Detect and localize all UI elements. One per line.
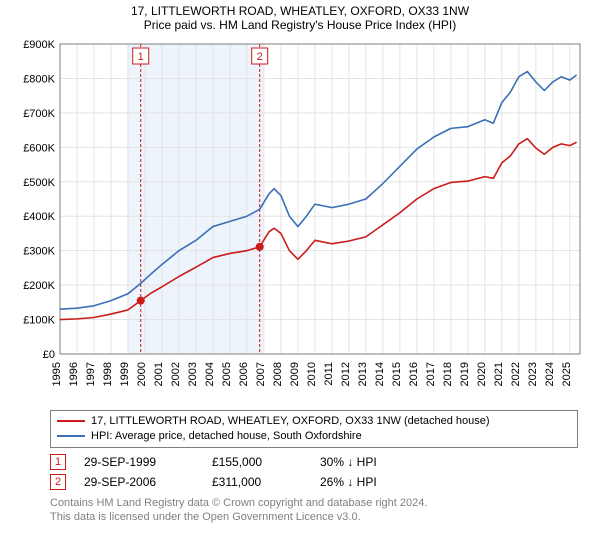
svg-text:1: 1 bbox=[138, 51, 144, 63]
svg-text:2009: 2009 bbox=[289, 362, 301, 386]
svg-text:£600K: £600K bbox=[23, 142, 55, 154]
marker-detail-rows: 1 29-SEP-1999 £155,000 30% ↓ HPI 2 29-SE… bbox=[50, 452, 578, 492]
svg-text:2019: 2019 bbox=[459, 362, 471, 386]
svg-text:2000: 2000 bbox=[136, 362, 148, 386]
chart-title: 17, LITTLEWORTH ROAD, WHEATLEY, OXFORD, … bbox=[10, 4, 590, 18]
svg-text:£200K: £200K bbox=[23, 280, 55, 292]
svg-text:2003: 2003 bbox=[187, 362, 199, 386]
legend-label-1: 17, LITTLEWORTH ROAD, WHEATLEY, OXFORD, … bbox=[91, 414, 490, 429]
svg-text:2010: 2010 bbox=[306, 362, 318, 386]
marker-box-1: 1 bbox=[50, 454, 66, 470]
svg-text:£100K: £100K bbox=[23, 315, 55, 327]
legend-label-2: HPI: Average price, detached house, Sout… bbox=[91, 429, 362, 444]
marker-price-1: £155,000 bbox=[212, 455, 302, 469]
svg-text:2004: 2004 bbox=[204, 362, 216, 386]
svg-text:2007: 2007 bbox=[255, 362, 267, 386]
svg-text:£700K: £700K bbox=[23, 108, 55, 120]
marker-row-1: 1 29-SEP-1999 £155,000 30% ↓ HPI bbox=[50, 452, 578, 472]
svg-text:2025: 2025 bbox=[561, 362, 573, 386]
svg-text:2: 2 bbox=[257, 51, 263, 63]
svg-text:2023: 2023 bbox=[527, 362, 539, 386]
footnote-line-1: Contains HM Land Registry data © Crown c… bbox=[50, 496, 578, 510]
svg-text:2017: 2017 bbox=[425, 362, 437, 386]
marker-price-2: £311,000 bbox=[212, 475, 302, 489]
svg-text:1995: 1995 bbox=[51, 362, 63, 386]
svg-text:2016: 2016 bbox=[408, 362, 420, 386]
marker-delta-2: 26% ↓ HPI bbox=[320, 475, 377, 489]
svg-text:2012: 2012 bbox=[340, 362, 352, 386]
marker-date-2: 29-SEP-2006 bbox=[84, 475, 194, 489]
price-chart: £0 £100K £200K £300K £400K £500K £600K £700K £80… bbox=[10, 36, 590, 406]
marker-box-2: 2 bbox=[50, 474, 66, 490]
svg-text:1997: 1997 bbox=[85, 362, 97, 386]
marker-delta-1: 30% ↓ HPI bbox=[320, 455, 377, 469]
svg-text:2022: 2022 bbox=[510, 362, 522, 386]
svg-text:2008: 2008 bbox=[272, 362, 284, 386]
svg-text:2024: 2024 bbox=[544, 362, 556, 386]
svg-text:1996: 1996 bbox=[68, 362, 80, 386]
svg-text:2015: 2015 bbox=[391, 362, 403, 386]
svg-text:£300K: £300K bbox=[23, 246, 55, 258]
svg-text:2013: 2013 bbox=[357, 362, 369, 386]
marker-row-2: 2 29-SEP-2006 £311,000 26% ↓ HPI bbox=[50, 472, 578, 492]
svg-text:2014: 2014 bbox=[374, 362, 386, 386]
svg-text:2002: 2002 bbox=[170, 362, 182, 386]
svg-text:1998: 1998 bbox=[102, 362, 114, 386]
svg-text:2006: 2006 bbox=[238, 362, 250, 386]
svg-text:£400K: £400K bbox=[23, 211, 55, 223]
marker-date-1: 29-SEP-1999 bbox=[84, 455, 194, 469]
svg-text:2020: 2020 bbox=[476, 362, 488, 386]
svg-text:2005: 2005 bbox=[221, 362, 233, 386]
legend-swatch-2 bbox=[57, 435, 85, 437]
svg-text:2011: 2011 bbox=[323, 362, 335, 386]
svg-text:2018: 2018 bbox=[442, 362, 454, 386]
footnote-line-2: This data is licensed under the Open Gov… bbox=[50, 510, 578, 524]
svg-text:2021: 2021 bbox=[493, 362, 505, 386]
footnote: Contains HM Land Registry data © Crown c… bbox=[50, 496, 578, 525]
legend-series-hpi: HPI: Average price, detached house, Sout… bbox=[57, 429, 571, 444]
svg-text:£500K: £500K bbox=[23, 177, 55, 189]
svg-text:£900K: £900K bbox=[23, 39, 55, 51]
svg-text:£800K: £800K bbox=[23, 73, 55, 85]
svg-text:£0: £0 bbox=[43, 349, 55, 361]
chart-subtitle: Price paid vs. HM Land Registry's House … bbox=[10, 18, 590, 32]
legend-series-price-paid: 17, LITTLEWORTH ROAD, WHEATLEY, OXFORD, … bbox=[57, 414, 571, 429]
chart-legend: 17, LITTLEWORTH ROAD, WHEATLEY, OXFORD, … bbox=[50, 410, 578, 448]
svg-text:2001: 2001 bbox=[153, 362, 165, 386]
svg-text:1999: 1999 bbox=[119, 362, 131, 386]
legend-swatch-1 bbox=[57, 420, 85, 422]
